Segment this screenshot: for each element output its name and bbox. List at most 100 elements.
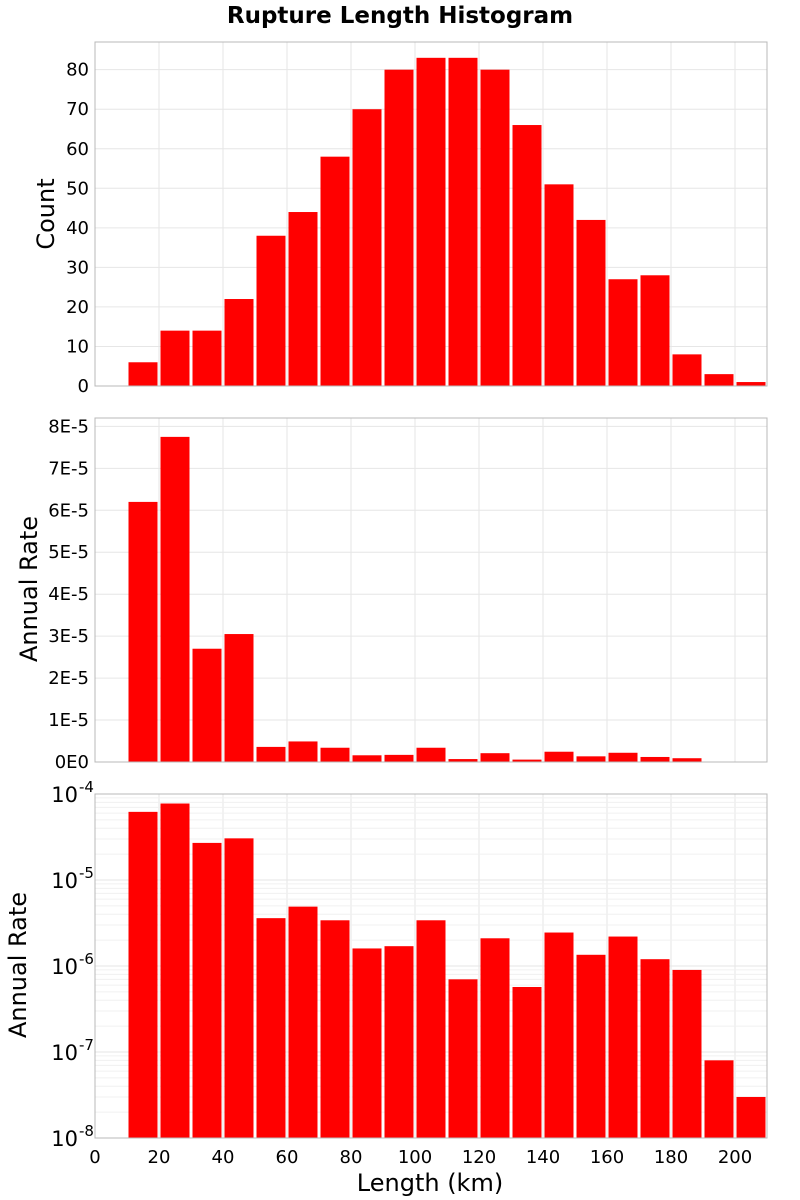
histogram-bar [608, 936, 638, 1138]
x-tick-label: 160 [590, 1147, 624, 1168]
y-tick-label: 20 [66, 297, 89, 318]
y-tick-label: 2E-5 [48, 668, 89, 689]
histogram-bar [192, 842, 222, 1138]
y-tick-label: 80 [66, 60, 89, 81]
histogram-bar [640, 959, 670, 1138]
histogram-bar [384, 946, 414, 1138]
y-tick-label: 60 [66, 139, 89, 160]
histogram-bar [480, 69, 510, 386]
y-tick-label: 7E-5 [48, 458, 89, 479]
histogram-bar [160, 330, 190, 386]
histogram-bar [192, 648, 222, 762]
histogram-bar [672, 758, 702, 762]
histogram-bar [416, 920, 446, 1138]
y-tick-exponent: -4 [79, 778, 94, 796]
x-tick-label: 80 [340, 1147, 363, 1168]
y-tick-label: 10 [51, 1041, 78, 1065]
plot-frame [94, 417, 768, 763]
histogram-bar [544, 751, 574, 762]
histogram-bar [288, 741, 318, 762]
y-tick-label: 50 [66, 178, 89, 199]
y-tick-label: 30 [66, 257, 89, 278]
histogram-bar [480, 938, 510, 1138]
bars-2 [128, 803, 766, 1138]
y-tick-label: 10 [51, 783, 78, 807]
histogram-bar [704, 1060, 734, 1138]
histogram-bar [256, 918, 286, 1138]
histogram-bar [512, 125, 542, 386]
bars-0 [128, 57, 766, 387]
histogram-bar [448, 979, 478, 1138]
histogram-bar [320, 920, 350, 1138]
histogram-bar [640, 756, 670, 762]
y-tick-label: 0E0 [55, 752, 89, 773]
x-axis-label: Length (km) [357, 1169, 503, 1197]
histogram-bar [352, 948, 382, 1138]
histogram-bar [160, 436, 190, 762]
y-tick-exponent: -5 [79, 864, 94, 882]
histogram-bar [352, 755, 382, 762]
y-tick-label: 8E-5 [48, 416, 89, 437]
rate-log-y-axis-label: Annual Rate [4, 892, 32, 1038]
histogram-bar [576, 756, 606, 762]
x-tick-label: 20 [148, 1147, 171, 1168]
plot-frame [94, 793, 768, 1139]
histogram-bar [512, 986, 542, 1138]
x-tick-label: 40 [212, 1147, 235, 1168]
y-tick-label: 10 [51, 955, 78, 979]
histogram-bar [736, 1096, 766, 1138]
histogram-bar [672, 354, 702, 386]
annual-rate-linear-panel: Annual Rate 0E0 1E-5 2E-5 3E-5 4E-5 5E-5 6E-5 7… [15, 416, 768, 773]
rate-linear-y-axis-label: Annual Rate [15, 516, 43, 662]
x-tick-label: 140 [526, 1147, 560, 1168]
histogram-bar [448, 759, 478, 762]
x-tick-label: 0 [89, 1147, 100, 1168]
histogram-bar [288, 212, 318, 386]
histogram-bar [224, 634, 254, 762]
y-tick-label: 40 [66, 218, 89, 239]
chart-title: Rupture Length Histogram [227, 3, 573, 29]
histogram-bar [224, 838, 254, 1138]
histogram-bar [704, 374, 734, 386]
bars-1 [128, 436, 766, 762]
histogram-bar [672, 969, 702, 1138]
histogram-bar [128, 501, 158, 762]
histogram-bar [640, 275, 670, 386]
count-y-axis-label: Count [32, 178, 60, 249]
histogram-bar [416, 57, 446, 386]
histogram-bar [384, 754, 414, 762]
histogram-bar [288, 906, 318, 1138]
histogram-bar [128, 362, 158, 386]
plot-frame [94, 41, 768, 387]
histogram-bar [160, 803, 190, 1138]
histogram-bar [512, 759, 542, 762]
histogram-bar [736, 382, 766, 386]
histogram-bar [480, 753, 510, 762]
y-tick-label: 10 [66, 336, 89, 357]
count-histogram-panel: Count 0 10 20 30 40 50 60 70 80 [32, 41, 768, 397]
y-tick-label: 10 [51, 1127, 78, 1151]
histogram-bar [320, 156, 350, 386]
histogram-bar [256, 235, 286, 386]
histogram-bar [416, 747, 446, 762]
annual-rate-log-panel: Annual Rate Length (km) 10-810-710-610-5… [4, 778, 768, 1197]
histogram-bar [576, 219, 606, 386]
histogram-bar [320, 747, 350, 762]
y-tick-label: 5E-5 [48, 542, 89, 563]
y-tick-label: 6E-5 [48, 500, 89, 521]
histogram-bar [576, 954, 606, 1138]
histogram-bar [256, 746, 286, 762]
y-tick-label: 4E-5 [48, 584, 89, 605]
x-tick-label: 100 [398, 1147, 432, 1168]
y-tick-label: 3E-5 [48, 626, 89, 647]
histogram-bar [544, 932, 574, 1138]
y-tick-exponent: -7 [79, 1036, 94, 1054]
histogram-bar [544, 184, 574, 386]
histogram-bar [608, 752, 638, 762]
histogram-bar [608, 279, 638, 386]
y-tick-label: 1E-5 [48, 710, 89, 731]
x-tick-label: 60 [276, 1147, 299, 1168]
x-tick-label: 180 [654, 1147, 688, 1168]
